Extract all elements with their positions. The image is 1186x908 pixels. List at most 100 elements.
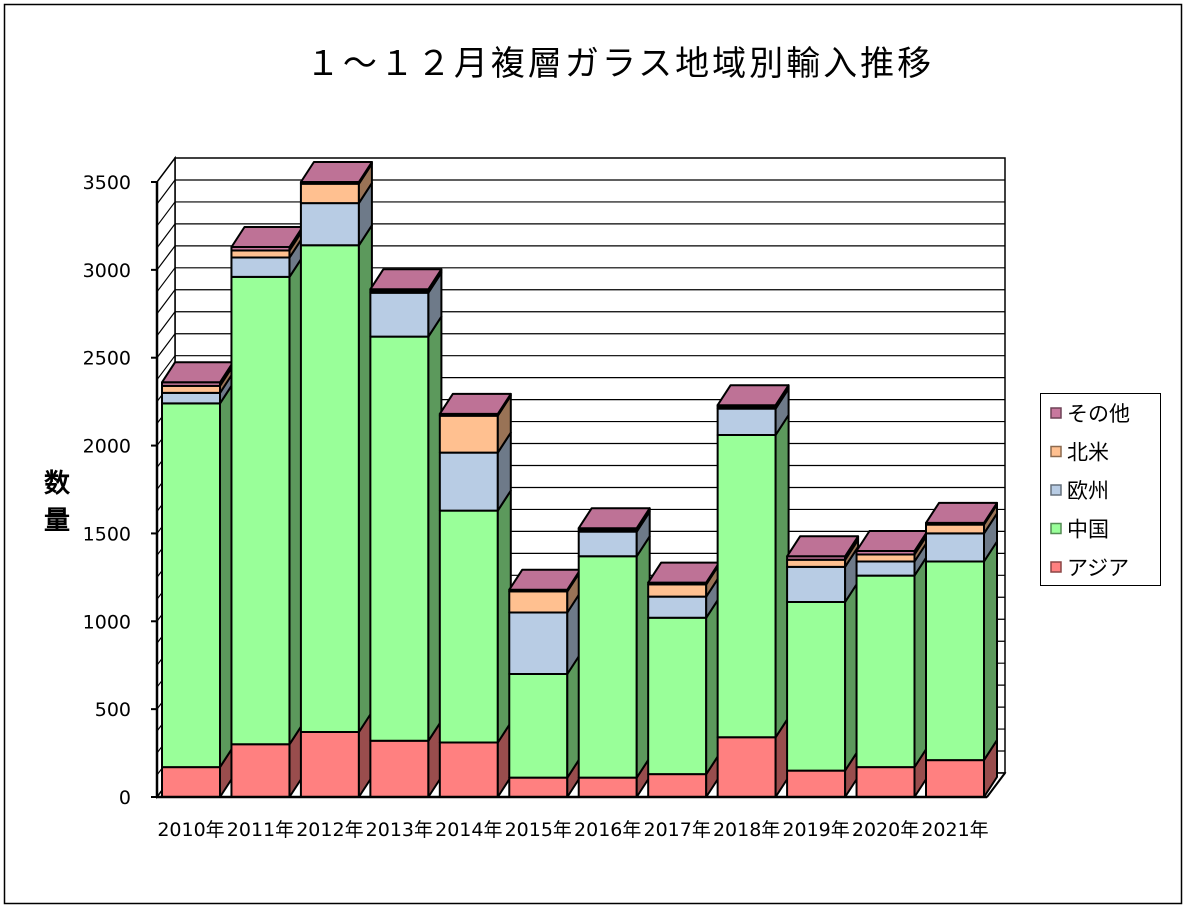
bar-segment-s1-c7: [647, 616, 708, 776]
bar-segment-s2-c4: [438, 451, 499, 512]
bar-stack-c5: [508, 568, 582, 799]
chart-title: １～１２月複層ガラス地域別輸入推移: [306, 44, 934, 84]
bar-segment-s0-c8: [716, 736, 777, 798]
bar-segment-s2-c11: [925, 532, 985, 563]
legend-item: 欧州: [1050, 479, 1109, 503]
legend-swatch: [1050, 407, 1062, 419]
y-tick-label: 0: [119, 787, 131, 809]
bar-segment-s3-c7: [647, 583, 708, 598]
bar-segment-s3-c4: [438, 414, 499, 454]
legend-item: 中国: [1050, 518, 1109, 542]
y-tick-label: 1000: [83, 611, 131, 633]
bar-top-c11: [925, 501, 998, 524]
y-tick-label: 1500: [83, 523, 131, 545]
side-gridline: [156, 201, 176, 227]
floor-right-edge: [986, 772, 1006, 798]
side-gridline: [156, 355, 176, 381]
bar-segment-s2-c5: [508, 611, 569, 675]
legend-item: その他: [1050, 402, 1130, 426]
bar-segment-s1-c2: [299, 244, 360, 733]
legend-swatch: [1050, 484, 1062, 496]
bar-segment-s3-c1: [230, 249, 291, 259]
bar-segment-s2-c3: [369, 291, 430, 338]
bar-segment-s2-c10: [855, 560, 916, 577]
bar-top-c6: [577, 507, 651, 530]
bar-segment-s3-c2: [299, 182, 360, 205]
bar-segment-s2-c1: [230, 256, 291, 278]
x-tick-label: 2020年: [852, 819, 919, 841]
bar-segment-s1-c0: [161, 402, 221, 769]
bar-top-c8: [716, 384, 790, 407]
bar-top-c2: [299, 161, 373, 183]
bar-segment-s0-c9: [786, 769, 847, 799]
legend-label: 北米: [1067, 441, 1109, 465]
legend-swatch: [1050, 561, 1062, 573]
bar-top-c4: [438, 392, 512, 415]
bar-segment-s0-c1: [230, 743, 291, 798]
bar-stack-c1: [230, 226, 304, 798]
legend-swatch: [1050, 522, 1062, 535]
bar-stack-c4: [438, 392, 512, 798]
bar-stack-c11: [925, 501, 998, 798]
legend-label: 中国: [1067, 518, 1109, 542]
bar-segment-s0-c2: [299, 730, 360, 798]
bar-stack-c10: [855, 530, 929, 799]
bar-side-s1-c11: [983, 540, 998, 762]
bar-segment-s1-c8: [716, 434, 777, 739]
x-tick-label: 2015年: [505, 819, 572, 841]
bar-stack-c2: [299, 161, 373, 798]
legend-item: 北米: [1050, 441, 1109, 465]
bar-stack-c8: [716, 384, 790, 798]
y-tick-label: 2500: [83, 348, 131, 370]
bar-segment-s1-c4: [438, 509, 499, 744]
bar-top-c7: [647, 561, 721, 584]
bar-segment-s3-c5: [508, 590, 569, 614]
bars: [161, 161, 998, 799]
legend-swatch: [1050, 445, 1062, 458]
bar-top-c9: [786, 535, 860, 558]
side-gridline: [156, 223, 176, 249]
bar-stack-c0: [161, 361, 234, 799]
side-gridline: [156, 245, 176, 271]
bar-segment-s2-c6: [577, 530, 638, 558]
bar-segment-s1-c11: [925, 560, 985, 762]
bar-top-c5: [508, 568, 582, 591]
side-gridline: [156, 267, 176, 293]
bar-segment-s0-c7: [647, 773, 708, 799]
side-gridline: [156, 179, 176, 205]
legend-label: 欧州: [1067, 479, 1109, 503]
bar-stack-c3: [369, 268, 443, 798]
bar-top-c1: [230, 226, 304, 248]
x-tick-label: 2013年: [366, 819, 433, 841]
bar-segment-s1-c9: [786, 600, 847, 772]
bar-segment-s0-c4: [438, 741, 499, 798]
bar-segment-s2-c8: [716, 407, 777, 437]
bar-segment-s1-c6: [577, 555, 638, 779]
bar-segment-s0-c0: [161, 766, 221, 799]
bar-stack-c9: [786, 535, 860, 799]
side-gridline: [156, 289, 176, 315]
x-tick-label: 2011年: [227, 819, 294, 841]
bar-segment-s0-c6: [577, 776, 638, 799]
x-tick-label: 2019年: [782, 819, 849, 841]
bar-segment-s2-c9: [786, 565, 847, 603]
bar-segment-s1-c10: [855, 574, 916, 769]
bar-segment-s0-c3: [369, 739, 430, 798]
y-tick-label: 500: [95, 699, 131, 721]
bar-segment-s1-c1: [230, 275, 291, 746]
x-tick-label: 2016年: [574, 819, 641, 841]
legend-item: アジア: [1050, 556, 1129, 580]
bar-segment-s0-c5: [508, 776, 569, 799]
x-tick-label: 2018年: [713, 819, 780, 841]
bar-segment-s2-c2: [299, 202, 360, 247]
bar-segment-s1-c3: [369, 335, 430, 742]
bar-top-c3: [369, 268, 443, 291]
bar-stack-c6: [577, 507, 651, 799]
y-tick-label: 3000: [83, 260, 131, 282]
x-tick-label: 2010年: [157, 819, 224, 841]
x-tick-label: 2014年: [435, 819, 502, 841]
bar-segment-s3-c0: [161, 384, 221, 394]
bar-segment-s2-c7: [647, 595, 708, 619]
